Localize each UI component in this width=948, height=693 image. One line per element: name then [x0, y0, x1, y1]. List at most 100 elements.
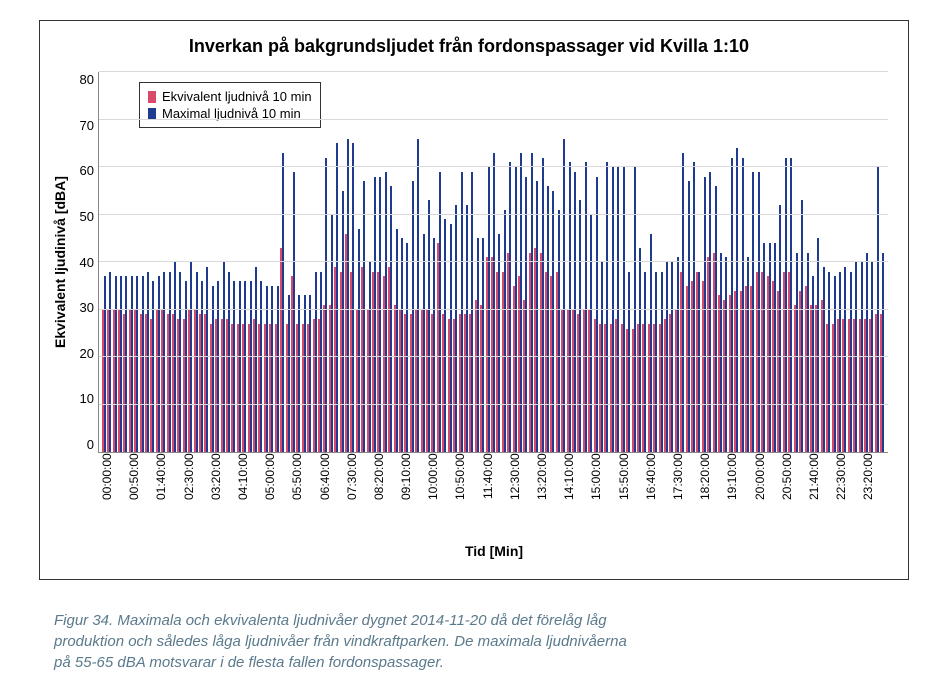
bar-maximal [152, 281, 154, 452]
x-tick-label: 00:00:00 [100, 453, 114, 533]
bar-maximal [731, 158, 733, 453]
x-tick-label: 22:30:00 [834, 453, 848, 533]
x-tick-label: 23:20:00 [861, 453, 875, 533]
bar-maximal [255, 267, 257, 452]
gridline [99, 166, 888, 167]
bar-maximal [569, 162, 571, 452]
bar-maximal [747, 257, 749, 452]
bar-maximal [525, 177, 527, 453]
bar-maximal [536, 181, 538, 452]
bar-maximal [304, 295, 306, 452]
gridline [99, 404, 888, 405]
x-tick-label: 05:50:00 [290, 453, 304, 533]
x-tick-label: 15:50:00 [617, 453, 631, 533]
bar-maximal [282, 153, 284, 452]
bar-maximal [190, 262, 192, 452]
bar-maximal [325, 158, 327, 453]
x-axis-label: Tid [Min] [100, 543, 888, 559]
x-tick-label: 18:20:00 [698, 453, 712, 533]
bar-maximal [612, 167, 614, 452]
x-tick-label: 14:10:00 [562, 453, 576, 533]
bar-maximal [817, 238, 819, 452]
bar-maximal [671, 262, 673, 452]
bar-maximal [233, 281, 235, 452]
x-tick-label: 17:30:00 [671, 453, 685, 533]
bar-maximal [250, 281, 252, 452]
bar-maximal [666, 262, 668, 452]
bar-maximal [136, 276, 138, 452]
x-tick-label: 04:10:00 [236, 453, 250, 533]
bar-maximal [801, 200, 803, 452]
caption-line2: produktion och således låga ljudnivåer f… [54, 633, 627, 650]
bar-maximal [374, 177, 376, 453]
x-tick-label: 07:30:00 [345, 453, 359, 533]
y-axis-label: Ekvivalent ljudinivå [dBA] [50, 72, 70, 453]
bar-maximal [639, 248, 641, 452]
caption-line3: på 55-65 dBA motsvarar i de flesta falle… [54, 654, 444, 671]
x-tick-label: 21:40:00 [807, 453, 821, 533]
plot-area: Ekvivalent ljudnivå 10 min Maximal ljudn… [98, 72, 888, 453]
bar-maximal [185, 281, 187, 452]
bar-maximal [228, 272, 230, 453]
bar-maximal [585, 162, 587, 452]
x-tick-label: 02:30:00 [182, 453, 196, 533]
bar-maximal [401, 238, 403, 452]
bar-maximal [515, 167, 517, 452]
y-tick-label: 20 [70, 346, 94, 361]
bar-maximal [406, 243, 408, 452]
bar-maximal [239, 281, 241, 452]
bar-maximal [104, 276, 106, 452]
bar-maximal [736, 148, 738, 452]
bar-maximal [342, 191, 344, 452]
bar-maximal [298, 295, 300, 452]
bar-maximal [169, 272, 171, 453]
x-tick-label [314, 453, 317, 533]
x-tick-label: 16:40:00 [644, 453, 658, 533]
bar-maximal [866, 253, 868, 453]
bar-maximal [834, 276, 836, 452]
bar-maximal [628, 272, 630, 453]
bar-maximal [531, 153, 533, 452]
bar-maximal [363, 181, 365, 452]
bar-maximal [774, 243, 776, 452]
bar-maximal [396, 229, 398, 452]
bar-maximal [288, 295, 290, 452]
bar-maximal [850, 272, 852, 453]
bar-maximal [109, 272, 111, 453]
bar-maximal [661, 272, 663, 453]
bar-maximal [590, 215, 592, 453]
bar-maximal [115, 276, 117, 452]
bar-maximal [698, 272, 700, 453]
bar-maximal [212, 286, 214, 452]
bar-maximal [417, 139, 419, 453]
x-tick-label: 12:30:00 [508, 453, 522, 533]
bar-maximal [677, 257, 679, 452]
x-tick-label: 19:10:00 [725, 453, 739, 533]
bar-maximal [412, 181, 414, 452]
bar-maximal [769, 243, 771, 452]
bar-maximal [428, 200, 430, 452]
x-tick-label: 11:40:00 [481, 453, 495, 533]
bar-maximal [260, 281, 262, 452]
bar-maximal [125, 276, 127, 452]
bar-maximal [433, 238, 435, 452]
x-tick-label: 08:20:00 [372, 453, 386, 533]
chart-container: Inverkan på bakgrundsljudet från fordons… [39, 20, 909, 580]
bar-maximal [601, 262, 603, 452]
gridline [99, 356, 888, 357]
bar-maximal [131, 276, 133, 452]
bar-maximal [201, 281, 203, 452]
x-tick-label: 03:20:00 [209, 453, 223, 533]
bar-maximal [450, 224, 452, 452]
bar-maximal [336, 143, 338, 452]
bar-maximal [223, 262, 225, 452]
bar-maximal [579, 200, 581, 452]
bar-maximal [482, 238, 484, 452]
y-tick-label: 60 [70, 163, 94, 178]
y-tick-label: 0 [70, 437, 94, 452]
bar-maximal [790, 158, 792, 453]
bar-maximal [779, 205, 781, 452]
x-tick-label: 01:40:00 [154, 453, 168, 533]
figure-caption: Figur 34. Maximala och ekvivalenta ljudn… [54, 610, 894, 673]
bar-maximal [217, 281, 219, 452]
